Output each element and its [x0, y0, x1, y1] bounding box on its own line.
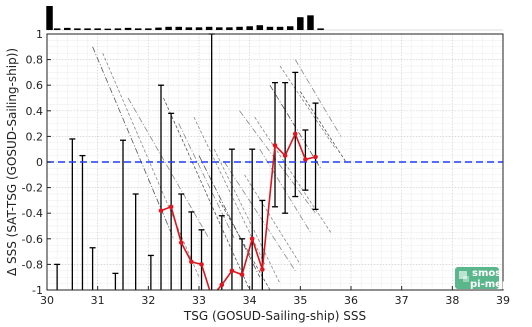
mean-series-point	[292, 131, 298, 137]
histogram-bar	[155, 27, 162, 30]
x-tick-label: 36	[344, 294, 358, 307]
logo-square	[463, 276, 469, 282]
histogram-bar	[195, 27, 203, 30]
x-tick-label: 39	[496, 294, 510, 307]
histogram-bar	[145, 28, 152, 30]
histogram-bar	[94, 28, 101, 30]
histogram-bar	[236, 26, 243, 30]
y-tick-label: -0.2	[22, 182, 43, 195]
y-tick-label: -0.4	[22, 207, 43, 220]
histogram-bar	[175, 26, 182, 30]
trace-line	[254, 116, 332, 233]
smos-pi-mep-logo: smos pi-mep	[455, 267, 509, 290]
y-tick-label: 0.6	[26, 79, 44, 92]
mean-series-point	[272, 143, 278, 148]
mean-series-point	[219, 282, 225, 288]
y-tick-label: 0.2	[26, 130, 44, 143]
trace-line	[163, 97, 251, 291]
histogram-bar	[104, 28, 112, 30]
trace-line	[294, 59, 342, 137]
logo-square	[459, 271, 467, 279]
histogram	[46, 6, 503, 31]
logo-text-line1: smos	[472, 268, 501, 279]
x-tick-label: 33	[192, 294, 206, 307]
trace-line	[127, 97, 210, 239]
histogram-bar	[53, 28, 61, 30]
mean-series	[158, 131, 318, 299]
histogram-bar	[84, 28, 91, 30]
y-axis-ticks: -1 -0.8 -0.6 -0.4 -0.2 0 0.2 0.4 0.6 0.8 1	[22, 28, 51, 297]
histogram-bar	[266, 26, 274, 30]
mean-series-point	[178, 240, 184, 245]
trace-line	[239, 110, 316, 214]
mean-series-point	[158, 208, 164, 213]
histogram-bar	[286, 26, 294, 30]
histogram-bar	[226, 27, 233, 30]
histogram-bar	[185, 27, 193, 30]
trace-line	[178, 123, 235, 239]
trace-line	[244, 174, 301, 265]
x-tick-label: 31	[91, 294, 105, 307]
x-tick-label: 35	[293, 294, 307, 307]
y-tick-label: 1	[36, 28, 43, 41]
histogram-bar	[46, 6, 53, 30]
x-tick-label: 30	[40, 294, 54, 307]
y-tick-label: 0.4	[26, 105, 44, 118]
mean-series-point	[313, 154, 318, 160]
histogram-bar	[134, 28, 142, 30]
mean-series-line	[160, 131, 316, 290]
histogram-bar	[317, 28, 324, 30]
mean-series-point	[199, 262, 204, 267]
mean-series-point	[303, 157, 308, 162]
histogram-bar	[297, 17, 304, 30]
histogram-bar	[246, 26, 253, 30]
histogram-bar	[114, 28, 122, 30]
trace-line	[279, 65, 337, 150]
trace-line	[299, 91, 347, 163]
histogram-bar	[307, 15, 314, 30]
y-tick-label: 0.8	[26, 54, 44, 67]
y-tick-label: -0.8	[22, 258, 43, 271]
mean-series-point	[229, 268, 235, 274]
histogram-bar	[124, 27, 132, 30]
y-tick-label: 0	[36, 156, 43, 169]
histogram-bar	[256, 25, 264, 30]
error-bars	[54, 33, 319, 290]
x-axis-label: TSG (GOSUD-Sailing-ship) SSS	[183, 309, 366, 323]
scatter-trace-lines	[92, 46, 347, 291]
y-tick-label: -0.6	[22, 233, 43, 246]
histogram-bar	[205, 26, 213, 30]
x-tick-label: 32	[141, 294, 155, 307]
histogram-bar	[216, 27, 223, 30]
histogram-bar	[165, 26, 172, 30]
mean-series-point	[260, 267, 265, 272]
histogram-bar	[276, 26, 284, 30]
mean-series-point	[189, 259, 194, 265]
trace-line	[198, 155, 261, 278]
mean-series-point	[168, 204, 174, 210]
histogram-bar	[74, 28, 81, 30]
histogram-bar	[64, 27, 71, 30]
logo-icon	[455, 267, 499, 289]
mean-series-point	[282, 153, 288, 158]
y-axis-label: Δ SSS (SAT-TSG (GOSUD-Sailing-ship))	[5, 48, 19, 276]
trace-line	[102, 53, 200, 278]
x-tick-label: 34	[243, 294, 257, 307]
trace-line	[218, 200, 271, 291]
trace-line	[92, 46, 175, 239]
x-axis-ticks: 30 31 32 33 34 35 36 37 38 39	[40, 286, 510, 307]
x-tick-label: 38	[445, 294, 459, 307]
x-tick-label: 37	[395, 294, 409, 307]
mean-series-point	[239, 272, 245, 277]
mean-series-point	[249, 236, 255, 242]
logo-text-line2: pi-mep	[470, 279, 509, 290]
mean-series-point	[209, 294, 214, 299]
y-tick-label: -1	[32, 284, 43, 297]
